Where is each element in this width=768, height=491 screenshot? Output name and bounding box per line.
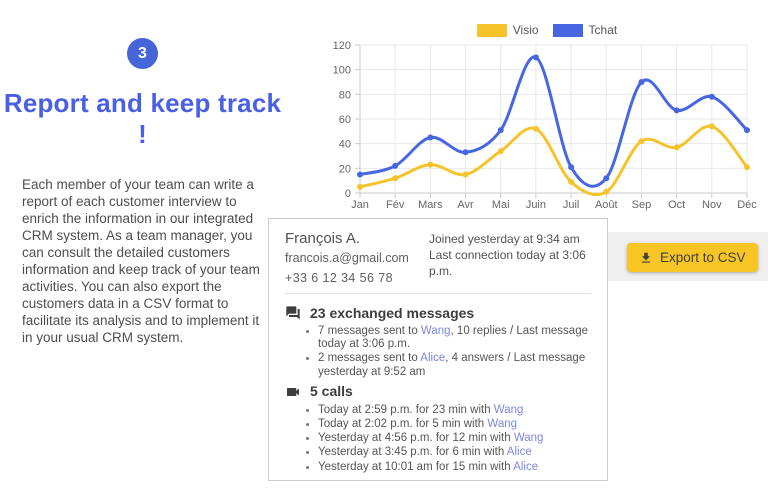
series-line-visio [358,124,749,197]
legend-label-visio: Visio [512,23,539,37]
data-point-tchat [462,149,469,156]
customer-name: François A. [285,230,361,247]
calls-list: Today at 2:59 p.m. for 23 min with WangT… [285,404,591,474]
line-chart-plot: 0 20 40 60 80 100 120 Jan Fév Mars Avr Mai Juin Juil A… [333,40,758,211]
legend-item-tchat[interactable]: Tchat [552,23,618,37]
data-point-tchat [568,164,575,171]
customer-email: francois.a@gmail.com [285,251,409,265]
last-connection: Last connection today at 3:06 p.m. [429,248,586,278]
data-point-visio [708,123,715,130]
download-icon [641,252,651,263]
call-item: Yesterday at 10:01 am for 15 min with Al… [318,461,591,474]
section-title: Report and keep track ! [3,88,282,149]
legend-item-visio[interactable]: Visio [476,23,539,37]
section-description: Each member of your team can write a rep… [22,177,260,346]
data-point-visio [673,144,680,151]
svg-text:Juil: Juil [563,199,580,211]
data-point-visio [532,125,539,132]
svg-text:Avr: Avr [457,199,474,211]
data-point-tchat [603,175,610,182]
call-item: Yesterday at 3:45 p.m. for 6 min with Al… [318,446,591,459]
data-point-tchat [532,54,539,61]
data-point-visio [744,164,750,171]
svg-text:Sep: Sep [632,199,652,211]
activity-chart: Visio Tchat 0 20 40 60 80 100 120 Jan Fév Mars Avr… [326,22,768,216]
connection-meta: Joined yesterday at 9:34 am Last connect… [429,230,591,286]
call-item: Today at 2:02 p.m. for 5 min with Wang [318,418,591,431]
contact-link-wang[interactable]: Wang [420,325,451,337]
legend-label-tchat: Tchat [588,23,618,37]
messages-list: 7 messages sent to Wang, 10 replies / La… [285,325,591,379]
data-point-tchat [497,127,504,134]
svg-text:Nov: Nov [702,199,722,211]
video-camera-icon [287,387,299,396]
contact-link-wang[interactable]: Wang [487,418,518,431]
data-point-visio [462,171,469,178]
export-to-csv-button[interactable]: Export to CSV [627,243,758,272]
svg-text:Déc: Déc [737,199,757,211]
svg-text:60: 60 [339,114,351,126]
data-point-tchat [427,134,434,141]
svg-text:Mai: Mai [492,199,510,211]
customer-card: François A. francois.a@gmail.com +33 6 1… [268,218,608,481]
data-point-tchat [357,171,363,178]
data-point-tchat [744,127,750,134]
svg-text:Fév: Fév [386,199,405,211]
step-number: 3 [138,44,147,62]
visio-swatch [476,23,507,37]
data-point-tchat [392,162,399,169]
data-point-visio [427,161,434,168]
svg-text:100: 100 [333,65,351,77]
contact-link-wang[interactable]: Wang [493,403,524,416]
contact-link-alice[interactable]: Alice [506,446,532,459]
data-point-visio [603,188,610,195]
step-number-badge: 3 [127,38,158,69]
svg-text:0: 0 [345,188,351,200]
joined-date: Joined yesterday at 9:34 am [429,232,580,246]
data-point-visio [392,175,399,182]
message-item: 7 messages sent to Wang, 10 replies / La… [318,325,591,351]
feature-column: 3 Report and keep track ! Each member of… [0,38,285,346]
chat-bubble-icon [286,306,300,320]
data-point-visio [568,178,575,185]
messages-title: 23 exchanged messages [310,304,475,321]
data-point-visio [357,183,363,190]
svg-text:20: 20 [339,163,351,175]
message-item: 2 messages sent to Alice, 4 answers / La… [318,352,591,378]
data-point-tchat [638,79,645,85]
call-item: Yesterday at 4:56 p.m. for 12 min with W… [318,432,591,445]
data-point-visio [497,148,504,155]
call-item: Today at 2:59 p.m. for 23 min with Wang [318,404,591,417]
svg-text:Jan: Jan [351,199,369,211]
svg-text:Mars: Mars [418,199,443,211]
svg-text:40: 40 [339,139,351,151]
contact-link-wang[interactable]: Wang [513,432,544,445]
customer-phone: +33 6 12 34 56 78 [285,271,393,285]
tchat-swatch [552,23,583,37]
contact-link-alice[interactable]: Alice [420,352,446,365]
export-button-label: Export to CSV [660,250,746,265]
customer-card-header: François A. francois.a@gmail.com +33 6 1… [285,230,591,294]
svg-text:Oct: Oct [668,199,685,211]
svg-text:Août: Août [595,199,618,211]
chart-legend: Visio Tchat [326,22,768,38]
data-point-visio [638,138,645,145]
data-point-tchat [673,107,680,114]
calls-section-title: 5 calls [285,384,591,400]
svg-text:80: 80 [339,89,351,101]
svg-text:120: 120 [333,40,351,52]
calls-title: 5 calls [310,383,353,400]
contact-link-alice[interactable]: Alice [513,460,539,473]
messages-section-title: 23 exchanged messages [285,305,591,321]
contact-block: François A. francois.a@gmail.com +33 6 1… [285,230,429,286]
svg-text:Juin: Juin [526,199,546,211]
data-point-tchat [708,93,715,100]
